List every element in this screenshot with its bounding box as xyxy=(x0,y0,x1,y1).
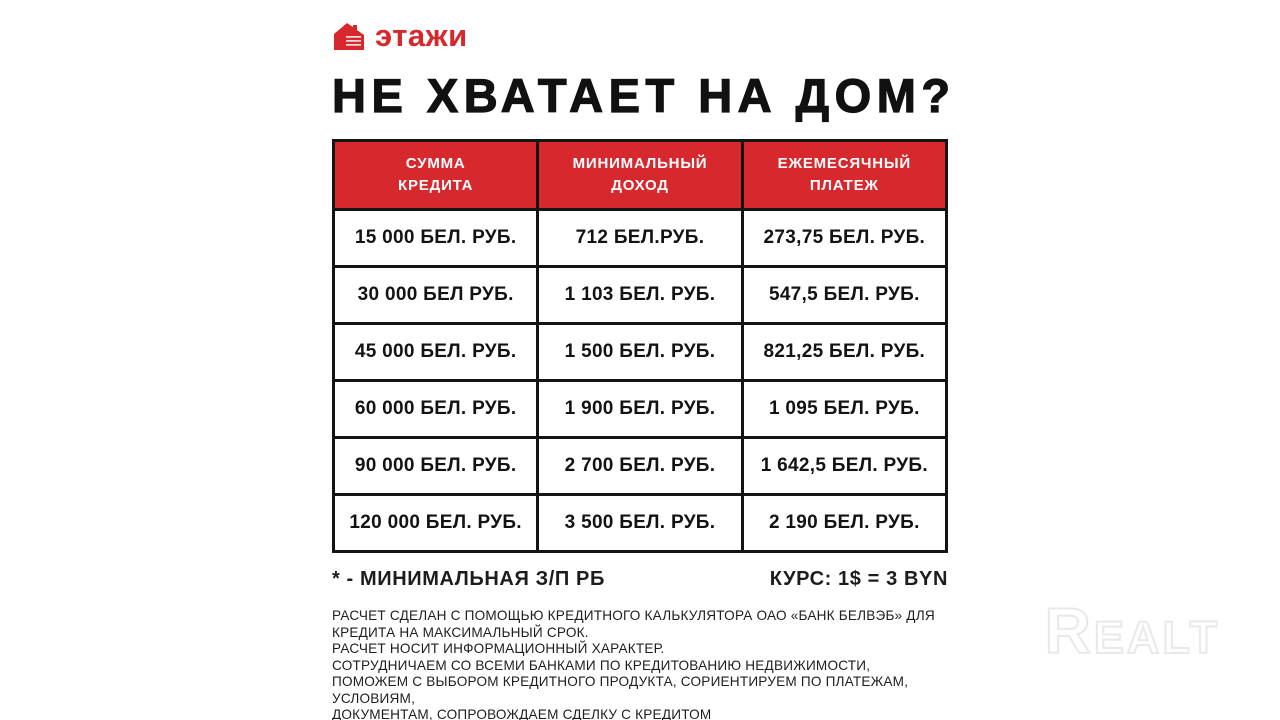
table-cell: 45 000 БЕЛ. РУБ. xyxy=(331,322,540,382)
table-header-row: СУММА КРЕДИТА МИНИМАЛЬНЫЙ ДОХОД ЕЖЕМЕСЯЧ… xyxy=(331,139,949,211)
poster: этажи НЕ ХВАТАЕТ НА ДОМ? СУММА КРЕДИТА М… xyxy=(331,20,956,720)
page-title: НЕ ХВАТАЕТ НА ДОМ? xyxy=(331,69,956,122)
column-header-loan-amount: СУММА КРЕДИТА xyxy=(331,139,540,211)
table-row: 30 000 БЕЛ РУБ. 1 103 БЕЛ. РУБ. 547,5 БЕ… xyxy=(331,265,949,325)
table-cell: 30 000 БЕЛ РУБ. xyxy=(331,265,540,325)
logo-text: этажи xyxy=(375,17,468,53)
table-row: 60 000 БЕЛ. РУБ. 1 900 БЕЛ. РУБ. 1 095 Б… xyxy=(331,379,949,439)
table-cell: 1 103 БЕЛ. РУБ. xyxy=(536,265,744,325)
table-cell: 90 000 БЕЛ. РУБ. xyxy=(331,436,540,496)
table-cell: 821,25 БЕЛ. РУБ. xyxy=(740,322,949,382)
table-cell: 120 000 БЕЛ. РУБ. xyxy=(331,493,540,553)
footnote-row: * - МИНИМАЛЬНАЯ З/П РБ КУРС: 1$ = 3 BYN xyxy=(332,568,948,591)
table-row: 120 000 БЕЛ. РУБ. 3 500 БЕЛ. РУБ. 2 190 … xyxy=(331,493,949,553)
table-cell: 712 БЕЛ.РУБ. xyxy=(536,208,744,268)
loan-table: СУММА КРЕДИТА МИНИМАЛЬНЫЙ ДОХОД ЕЖЕМЕСЯЧ… xyxy=(331,139,949,553)
table-cell: 1 095 БЕЛ. РУБ. xyxy=(740,379,949,439)
table-cell: 2 700 БЕЛ. РУБ. xyxy=(536,436,744,496)
column-header-minimum-income: МИНИМАЛЬНЫЙ ДОХОД xyxy=(536,139,744,211)
house-icon xyxy=(332,21,366,51)
table-row: 90 000 БЕЛ. РУБ. 2 700 БЕЛ. РУБ. 1 642,5… xyxy=(331,436,949,496)
table-cell: 3 500 БЕЛ. РУБ. xyxy=(536,493,744,553)
table-cell: 1 900 БЕЛ. РУБ. xyxy=(536,379,744,439)
disclaimer-text: РАСЧЕТ СДЕЛАН С ПОМОЩЬЮ КРЕДИТНОГО КАЛЬК… xyxy=(332,608,935,720)
table-row: 15 000 БЕЛ. РУБ. 712 БЕЛ.РУБ. 273,75 БЕЛ… xyxy=(331,208,949,268)
table-cell: 2 190 БЕЛ. РУБ. xyxy=(740,493,949,553)
table-cell: 60 000 БЕЛ. РУБ. xyxy=(331,379,540,439)
footnote-minimum-salary: * - МИНИМАЛЬНАЯ З/П РБ xyxy=(332,568,605,590)
table-row: 45 000 БЕЛ. РУБ. 1 500 БЕЛ. РУБ. 821,25 … xyxy=(331,322,949,382)
table-cell: 273,75 БЕЛ. РУБ. xyxy=(740,208,949,268)
table-cell: 1 500 БЕЛ. РУБ. xyxy=(536,322,744,382)
table-cell: 547,5 БЕЛ. РУБ. xyxy=(740,265,949,325)
table-cell: 1 642,5 БЕЛ. РУБ. xyxy=(740,436,949,496)
exchange-rate: КУРС: 1$ = 3 BYN xyxy=(769,568,948,590)
table-cell: 15 000 БЕЛ. РУБ. xyxy=(331,208,540,268)
realt-watermark: Realt xyxy=(1044,595,1220,667)
column-header-monthly-payment: ЕЖЕМЕСЯЧНЫЙ ПЛАТЕЖ xyxy=(740,139,949,211)
logo: этажи xyxy=(332,20,948,52)
